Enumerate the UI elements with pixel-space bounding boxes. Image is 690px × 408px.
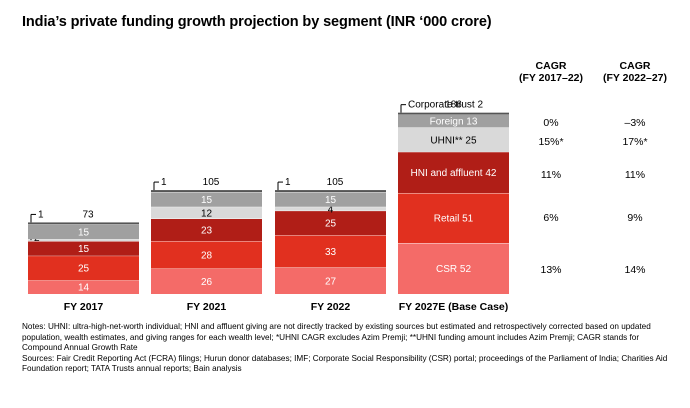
- bar-corporate-trust-2: [275, 190, 386, 193]
- bar-foreign-2: [275, 192, 386, 207]
- cagr-header-2-line2: (FY 2022–27): [602, 72, 667, 84]
- label-retail-3: Retail 51: [434, 214, 474, 225]
- bar-uhni-0: [28, 239, 139, 242]
- label-csr-2: 27: [325, 276, 337, 287]
- label-corporate-trust-3: Corporate trust 2: [408, 100, 483, 111]
- bar-retail-3: [398, 193, 509, 244]
- cagr-hni-1: 11%: [540, 169, 562, 181]
- cagr-uhni-1: 15%*: [538, 136, 564, 148]
- label-retail-2: 33: [325, 247, 337, 258]
- label-uhni-1: 12: [201, 208, 213, 219]
- cagr-header-1: CAGR (FY 2017–22): [512, 60, 590, 84]
- notes-text: Notes: UHNI: ultra-high-net-worth indivi…: [22, 322, 651, 353]
- cagr-header-1-line2: (FY 2017–22): [518, 72, 583, 84]
- bar-csr-2: [275, 267, 386, 294]
- bar-csr-1: [151, 268, 262, 294]
- label-corporate-trust-0: 1: [38, 209, 44, 220]
- bar-csr-0: [28, 280, 139, 294]
- label-retail-0: 25: [78, 264, 90, 275]
- bar-corporate-trust-1: [151, 190, 262, 193]
- category-label-2: FY 2022: [311, 301, 351, 313]
- cagr-header-2-line1: CAGR: [619, 60, 651, 72]
- cagr-retail-1: 6%: [543, 212, 559, 224]
- label-foreign-0: 15: [78, 227, 90, 238]
- bar-hni-and-affluent-3: [398, 151, 509, 194]
- label-corporate-trust-2: 1: [285, 177, 291, 188]
- bar-foreign-1: [151, 192, 262, 207]
- cagr-header-2: CAGR (FY 2022–27): [594, 60, 676, 84]
- cagr-csr-1: 13%: [540, 264, 562, 276]
- label-uhni-2: 4: [328, 204, 334, 215]
- label-retail-1: 28: [201, 250, 213, 261]
- bar-retail-0: [28, 255, 139, 281]
- label-corporate-trust-1: 1: [161, 177, 167, 188]
- label-foreign-1: 15: [201, 195, 213, 206]
- bar-csr-3: [398, 243, 509, 294]
- label-hni-and-affluent-3: HNI and affluent 42: [411, 168, 497, 179]
- bar-uhni-1: [151, 206, 262, 219]
- bar-corporate-trust-0: [28, 222, 139, 225]
- cagr-csr-2: 14%: [624, 264, 646, 276]
- bar-uhni-2: [275, 206, 386, 211]
- cagr-header-1-line1: CAGR: [535, 60, 567, 72]
- label-uhni-3: UHNI** 25: [430, 135, 477, 146]
- bar-uhni-3: [398, 127, 509, 152]
- label-hni-and-affluent-0: 15: [78, 244, 90, 255]
- sources-text: Sources: Fair Credit Reporting Act (FCRA…: [22, 353, 668, 374]
- total-label-1: 105: [203, 177, 220, 188]
- bar-foreign-3: [398, 114, 509, 128]
- label-hni-and-affluent-2: 25: [325, 219, 337, 230]
- cagr-uhni-2: 17%*: [622, 136, 648, 148]
- bar-hni-and-affluent-1: [151, 218, 262, 242]
- cagr-retail-2: 9%: [627, 212, 643, 224]
- bar-retail-2: [275, 235, 386, 268]
- total-label-0: 73: [82, 209, 94, 220]
- bar-hni-and-affluent-2: [275, 210, 386, 236]
- label-csr-3: CSR 52: [436, 264, 471, 275]
- category-label-0: FY 2017: [64, 301, 104, 313]
- bar-hni-and-affluent-0: [28, 241, 139, 256]
- label-foreign-2: 15: [325, 195, 337, 206]
- label-csr-1: 26: [201, 277, 213, 288]
- chart-title: India’s private funding growth projectio…: [22, 14, 492, 30]
- cagr-foreign-2: –3%: [624, 117, 646, 129]
- total-label-3: 186: [445, 100, 462, 111]
- label-csr-0: 14: [78, 283, 90, 294]
- bar-retail-1: [151, 241, 262, 269]
- category-label-3: FY 2027E (Base Case): [399, 301, 509, 313]
- label-foreign-3: Foreign 13: [430, 117, 478, 128]
- bar-corporate-trust-3: [398, 112, 509, 115]
- bar-foreign-0: [28, 224, 139, 240]
- total-label-2: 105: [327, 177, 344, 188]
- notes-block: Notes: UHNI: ultra-high-net-worth indivi…: [22, 322, 672, 375]
- label-hni-and-affluent-1: 23: [201, 225, 213, 236]
- cagr-foreign-1: 0%: [543, 117, 559, 129]
- category-label-1: FY 2021: [187, 301, 227, 313]
- cagr-hni-2: 11%: [624, 169, 646, 181]
